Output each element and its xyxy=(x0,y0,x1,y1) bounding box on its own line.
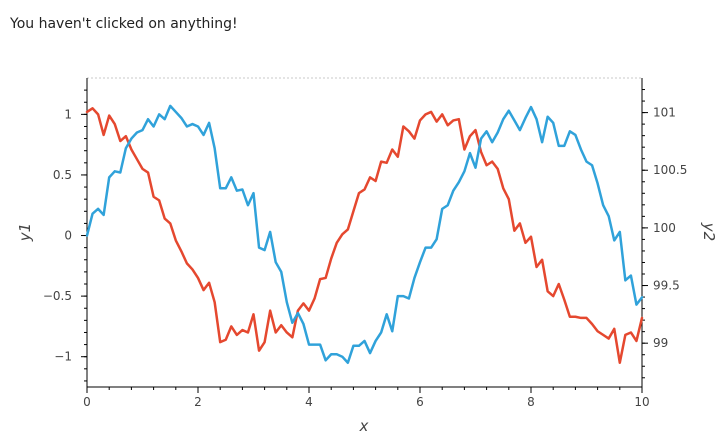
series-line-1[interactable] xyxy=(85,107,644,365)
y-right-tick-label: 99.5 xyxy=(653,279,680,293)
y-right-axis-label: y2 xyxy=(700,222,718,241)
x-tick-label: 2 xyxy=(194,395,202,409)
x-tick-label: 0 xyxy=(83,395,91,409)
status-message: You haven't clicked on anything! xyxy=(10,16,238,32)
y-right-tick-label: 100.5 xyxy=(653,163,687,177)
x-tick-label: 6 xyxy=(416,395,424,409)
x-tick-label: 4 xyxy=(305,395,313,409)
x-tick-label: 8 xyxy=(527,395,535,409)
y-left-tick-label: −0.5 xyxy=(43,289,72,303)
chart-series[interactable] xyxy=(85,104,644,365)
y-right-tick-label: 101 xyxy=(653,106,676,120)
x-axis-label: x xyxy=(359,417,369,433)
y-right-tick-label: 99 xyxy=(653,336,668,350)
x-tick-label: 10 xyxy=(634,395,649,409)
y-left-tick-label: 0 xyxy=(64,229,72,243)
y-left-tick-label: −1 xyxy=(54,350,72,364)
y-left-axis-label: y1 xyxy=(16,223,34,242)
y-left-tick-label: 0.5 xyxy=(53,168,72,182)
y-left-tick-label: 1 xyxy=(64,107,72,121)
y-right-tick-label: 100 xyxy=(653,221,676,235)
series-line-2[interactable] xyxy=(85,104,644,365)
